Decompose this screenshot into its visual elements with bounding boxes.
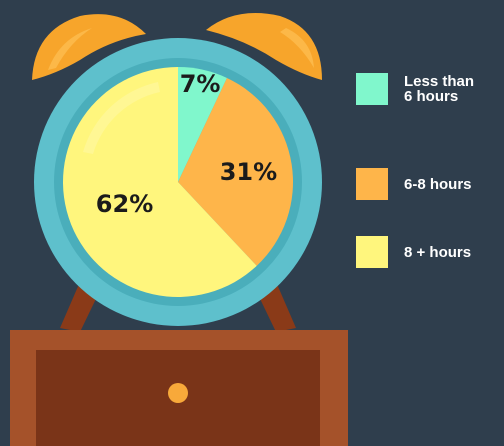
pie-slice [178,77,293,266]
pie-chart: 7% 31% 62% [62,67,293,297]
nightstand [10,330,348,446]
slice-percent-label: 7% [180,70,221,98]
clock-face: 7% 31% 62% [34,38,322,326]
slice-percent-label: 62% [96,190,153,218]
slice-percent-label: 31% [220,158,277,186]
glass-highlight [83,82,160,154]
right-bell [206,13,322,80]
pie-slice [62,67,257,297]
left-bell [32,14,146,81]
drawer-knob [168,383,188,403]
pie-slice [178,67,227,182]
